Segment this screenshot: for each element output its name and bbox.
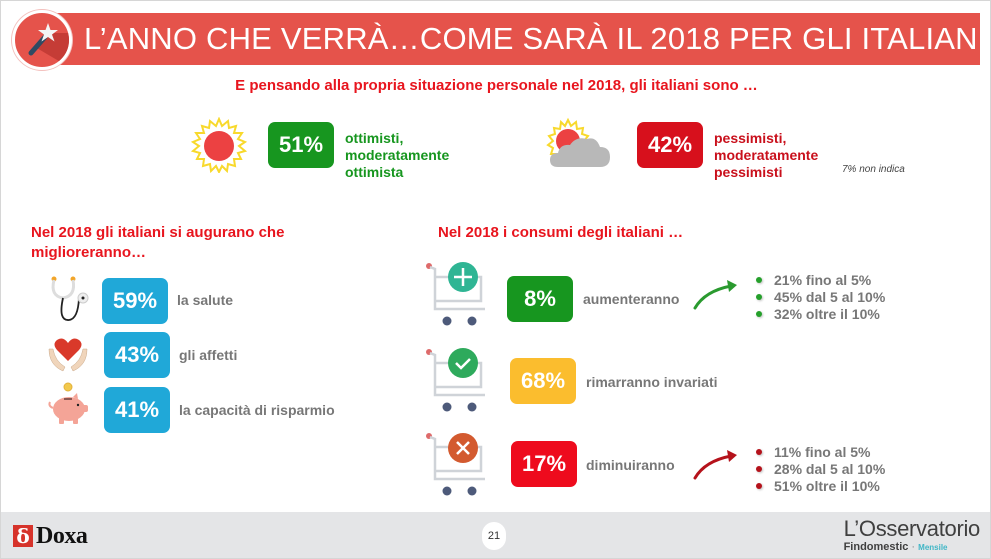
savings-percent-badge: 41% [104,387,170,433]
list-item: 21% fino al 5% [756,272,885,289]
heart-hands-icon [47,335,89,375]
unchanged-percent-badge: 68% [510,358,576,404]
savings-label: la capacità di risparmio [179,402,335,418]
title-bar: L’ANNO CHE VERRÀ…COME SARÀ IL 2018 PER G… [56,13,986,65]
sun-icon [190,116,248,175]
footer: δ Doxa 21 L’Osservatorio Findomestic · M… [1,512,990,558]
decrease-details-list: 11% fino al 5% 28% dal 5 al 10% 51% oltr… [756,444,885,495]
pessimists-label: pessimisti, moderatamente pessimisti [714,130,819,180]
cart-x-icon [425,431,495,499]
optimists-percent-badge: 51% [268,122,334,168]
list-item: 11% fino al 5% [756,444,885,461]
cart-plus-icon [425,261,495,329]
list-item: 28% dal 5 al 10% [756,461,885,478]
increase-label: aumenteranno [583,291,680,307]
piggy-bank-icon [47,381,93,427]
health-label: la salute [177,292,234,308]
cart-check-icon [425,347,495,415]
stethoscope-icon [47,276,93,324]
list-item: 51% oltre il 10% [756,478,885,495]
optimists-label: ottimisti, moderatamente ottimista [345,130,450,180]
increase-details-list: 21% fino al 5% 45% dal 5 al 10% 32% oltr… [756,272,885,323]
decrease-percent-badge: 17% [511,441,577,487]
doxa-logo-mark: δ [13,525,33,547]
affection-percent-badge: 43% [104,332,170,378]
page-title: L’ANNO CHE VERRÀ…COME SARÀ IL 2018 PER G… [84,21,987,56]
consumption-title: Nel 2018 i consumi degli italiani … [438,224,684,241]
affection-label: gli affetti [179,347,238,363]
unchanged-label: rimarranno invariati [586,374,718,390]
arrow-down-right-icon [691,447,741,481]
subtitle: E pensando alla propria situazione perso… [235,77,758,94]
page-number: 21 [482,522,506,550]
hopes-title: Nel 2018 gli italiani si augurano che mi… [31,224,285,261]
arrow-up-right-icon [691,277,741,311]
pessimists-percent-badge: 42% [637,122,703,168]
magic-wand-icon [12,10,72,70]
no-answer-note: 7% non indica [842,164,905,175]
list-item: 32% oltre il 10% [756,306,885,323]
osservatorio-logo: L’Osservatorio Findomestic · Mensile [843,516,981,554]
health-percent-badge: 59% [102,278,168,324]
doxa-logo: δ Doxa [13,522,88,550]
increase-percent-badge: 8% [507,276,573,322]
list-item: 45% dal 5 al 10% [756,289,885,306]
decrease-label: diminuiranno [586,457,675,473]
sun-cloud-icon [546,117,616,173]
